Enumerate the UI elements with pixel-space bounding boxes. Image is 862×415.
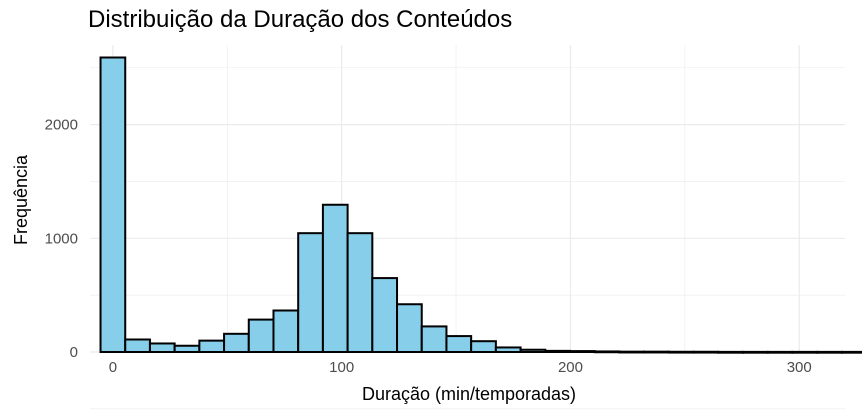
histogram-bar (223, 332, 250, 353)
histogram-bar (297, 232, 324, 353)
x-tick-label: 100 (329, 359, 354, 376)
histogram-bar (396, 303, 423, 353)
histogram-bar (99, 56, 127, 353)
histogram-bar (544, 349, 571, 354)
histogram-bar (519, 348, 547, 353)
histogram-bar (816, 350, 843, 354)
histogram-bar (643, 350, 670, 354)
histogram-bar (568, 350, 596, 353)
histogram-bars (99, 56, 862, 354)
grid-major (90, 45, 845, 353)
y-tick-label: 1000 (45, 230, 78, 247)
histogram-bar (124, 338, 151, 353)
histogram-bar (692, 350, 720, 354)
histogram-bar (420, 325, 448, 353)
histogram-bar (494, 346, 522, 353)
histogram-bar (593, 350, 621, 354)
histogram-bar (173, 344, 201, 354)
histogram-bar (198, 339, 226, 354)
x-tick-label: 200 (558, 359, 583, 376)
histogram-bar (148, 342, 176, 354)
histogram-bar (667, 350, 695, 354)
x-tick-label: 0 (109, 359, 117, 376)
histogram-bar (272, 309, 300, 353)
y-tick-labels: 0 1000 2000 (45, 117, 78, 361)
histogram-bar (371, 277, 399, 353)
histogram-bar (321, 203, 349, 353)
histogram-bar (741, 350, 769, 354)
x-tick-labels: 0 100 200 300 (109, 359, 812, 376)
histogram-bar (766, 350, 794, 354)
histogram-bar (445, 335, 473, 353)
histogram-bar (470, 340, 497, 354)
histogram-bar (346, 232, 374, 353)
histogram-bar (618, 350, 646, 354)
x-axis-label: Duração (min/temporadas) (362, 384, 576, 404)
y-axis-label: Frequência (11, 154, 31, 245)
y-tick-label: 2000 (45, 117, 78, 134)
histogram-bar (247, 318, 275, 354)
histogram-bar (717, 350, 744, 354)
chart-title: Distribuição da Duração dos Conteúdos (88, 6, 513, 33)
histogram-bar (840, 350, 862, 354)
histogram-bar (791, 350, 819, 354)
x-tick-label: 300 (787, 359, 812, 376)
y-tick-label: 0 (70, 344, 78, 361)
grid-minor (90, 45, 845, 410)
